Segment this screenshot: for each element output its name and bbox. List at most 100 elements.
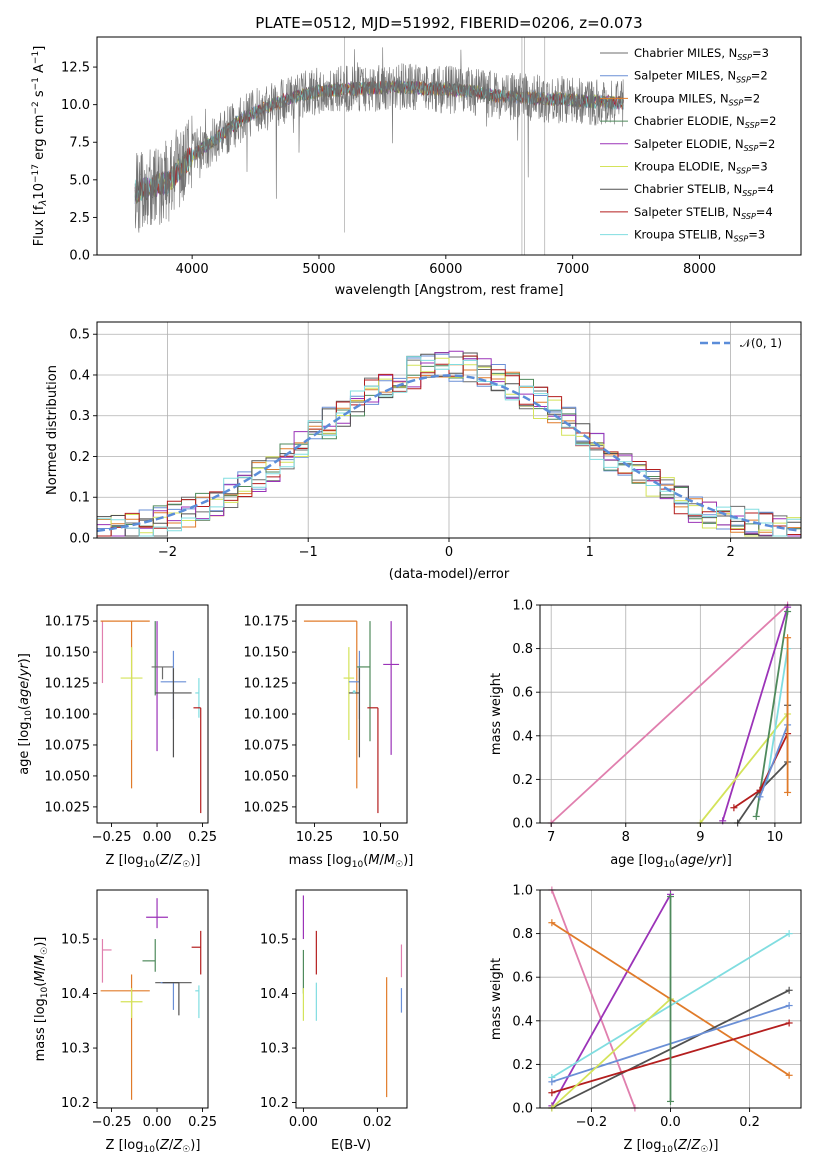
x-tick-label: −2 xyxy=(158,545,177,560)
y-tick-label: 10.025 xyxy=(244,800,290,815)
x-tick-label: 7 xyxy=(547,830,555,845)
residuals-xlabel: (data-model)/error xyxy=(389,567,510,582)
massweight-vs-metallicity-ylabel: mass weight xyxy=(489,958,504,1040)
x-tick-label: 0.25 xyxy=(188,1115,217,1130)
y-tick-label: 10.2 xyxy=(260,1096,289,1111)
weight-line xyxy=(766,648,789,780)
spectrum-ticks: 4000 5000 6000 7000 8000 0.0 2.5 5.0 7.5 10.0 12.5 xyxy=(61,61,716,277)
x-tick-label: −0.2 xyxy=(576,1115,608,1130)
error-point xyxy=(191,930,202,975)
spectrum-panel: 4000 5000 6000 7000 8000 0.0 2.5 5.0 7.5 10.0 12.5… xyxy=(31,36,802,298)
y-tick-label: 0.0 xyxy=(69,249,90,264)
massweight-vs-metallicity-series xyxy=(548,886,793,1112)
mass-vs-metallicity-points xyxy=(100,898,202,1100)
y-tick-label: 0.3 xyxy=(69,409,90,424)
error-point xyxy=(162,982,180,1016)
y-tick-label: 10.125 xyxy=(244,677,290,692)
massweight-vs-metallicity-xlabel: Z [log10(Z/Z☉)] xyxy=(624,1138,719,1155)
error-point xyxy=(120,988,143,1019)
y-tick-label: 5.0 xyxy=(69,173,90,188)
legend-label: Chabrier ELODIE, NSSP=2 xyxy=(634,114,776,130)
x-tick-label: −1 xyxy=(299,545,318,560)
y-tick-label: 10.050 xyxy=(244,769,290,784)
mass-vs-extinction-points xyxy=(302,895,403,1098)
legend-normal-label: 𝒩(0, 1) xyxy=(740,336,782,350)
y-tick-label: 0.2 xyxy=(69,450,90,465)
x-tick-label: 0 xyxy=(445,545,453,560)
y-tick-label: 10.075 xyxy=(45,738,91,753)
residuals-legend: 𝒩(0, 1) xyxy=(700,336,782,350)
massweight-vs-age-ylabel: mass weight xyxy=(489,673,504,755)
error-point xyxy=(383,621,400,755)
y-tick-label: 10.3 xyxy=(260,1042,289,1057)
massweight-vs-age-panel: 7 8 9 10 0.0 0.2 0.4 0.6 0.8 1.0 age [log10(age/y… xyxy=(489,599,802,870)
legend-label: Salpeter STELIB, NSSP=4 xyxy=(634,205,773,221)
massweight-vs-age-xlabel: age [log10(age/yr)] xyxy=(610,853,732,870)
y-tick-label: 10.0 xyxy=(61,98,90,113)
y-tick-label: 10.5 xyxy=(61,933,90,948)
y-tick-label: 10.175 xyxy=(244,615,290,630)
error-point xyxy=(193,707,202,814)
mass-vs-extinction-xlabel: E(B-V) xyxy=(331,1138,371,1153)
weight-line xyxy=(699,713,789,824)
mass-vs-metallicity-panel: −0.25 0.00 0.25 10.2 10.3 10.4 10.5 Z [log10(Z… xyxy=(33,889,217,1155)
weight-line xyxy=(551,998,672,1109)
y-tick-label: 10.175 xyxy=(45,615,91,630)
legend-label: Kroupa ELODIE, NSSP=3 xyxy=(634,160,768,176)
massweight-vs-metallicity-panel: −0.2 0.0 0.2 0.0 0.2 0.4 0.6 0.8 1.0 Z [log10(Z/… xyxy=(489,884,802,1155)
weight-line xyxy=(759,724,789,798)
residual-histogram xyxy=(97,356,801,537)
massweight-vs-age-series xyxy=(547,601,792,827)
spectrum-legend: Chabrier MILES, NSSP=3 Salpeter MILES, NS… xyxy=(600,46,776,244)
x-tick-label: 10.25 xyxy=(296,830,333,845)
y-tick-label: 0.0 xyxy=(69,532,90,547)
y-tick-label: 10.025 xyxy=(45,800,91,815)
y-tick-label: 0.0 xyxy=(512,817,533,832)
error-point xyxy=(101,939,112,983)
age-vs-metallicity-points xyxy=(100,620,202,814)
x-tick-label: 6000 xyxy=(429,262,462,277)
x-tick-label: 4000 xyxy=(176,262,209,277)
weight-line xyxy=(721,606,789,822)
x-tick-label: −0.25 xyxy=(92,830,132,845)
y-tick-label: 0.4 xyxy=(512,1014,533,1029)
weight-line xyxy=(550,604,789,824)
weight-series xyxy=(784,634,792,796)
residuals-ylabel: Normed distribution xyxy=(45,365,60,495)
x-tick-label: 0.02 xyxy=(363,1115,392,1130)
y-tick-label: 7.5 xyxy=(69,136,90,151)
y-tick-label: 0.2 xyxy=(512,773,533,788)
y-tick-label: 0.8 xyxy=(512,642,533,657)
y-tick-label: 0.6 xyxy=(512,686,533,701)
point-marker xyxy=(352,690,356,694)
y-tick-label: 10.075 xyxy=(244,738,290,753)
spectrum-xlabel: wavelength [Angstrom, rest frame] xyxy=(335,283,564,298)
age-vs-mass-points xyxy=(303,620,400,814)
mass-ylabel: mass [log10(M/M☉)] xyxy=(33,937,50,1062)
legend-label: Kroupa STELIB, NSSP=3 xyxy=(634,228,765,244)
spectrum-line xyxy=(134,47,624,233)
x-tick-label: 0.00 xyxy=(143,830,172,845)
y-tick-label: 1.0 xyxy=(512,884,533,899)
x-tick-label: 0.00 xyxy=(289,1115,318,1130)
y-tick-label: 10.3 xyxy=(61,1042,90,1057)
x-tick-label: 7000 xyxy=(556,262,589,277)
y-tick-label: 10.150 xyxy=(45,646,91,661)
y-tick-label: 12.5 xyxy=(61,61,90,76)
error-point xyxy=(195,985,200,1019)
residuals-panel: −2 −1 0 1 2 0.0 0.1 0.2 0.3 0.4 0.5 (data-model)/e… xyxy=(45,321,802,582)
y-tick-label: 0.8 xyxy=(512,927,533,942)
error-point xyxy=(343,647,355,741)
y-tick-label: 0.6 xyxy=(512,971,533,986)
spectrum-series xyxy=(134,37,624,255)
mass-vs-extinction-panel: 0.00 0.02 10.2 10.3 10.4 10.5 E(B-V) xyxy=(260,889,408,1153)
error-point xyxy=(367,707,379,814)
x-tick-label: 0.2 xyxy=(739,1115,760,1130)
weight-series xyxy=(752,608,792,820)
y-tick-label: 0.1 xyxy=(69,491,90,506)
age-ylabel: age [log10(age/yr)] xyxy=(17,653,34,775)
age-vs-mass-panel: 10.25 10.50 10.025 10.050 10.075 10.100 10.125… xyxy=(244,604,413,870)
y-tick-label: 0.2 xyxy=(512,1058,533,1073)
y-tick-label: 10.125 xyxy=(45,677,91,692)
error-point xyxy=(352,690,356,694)
